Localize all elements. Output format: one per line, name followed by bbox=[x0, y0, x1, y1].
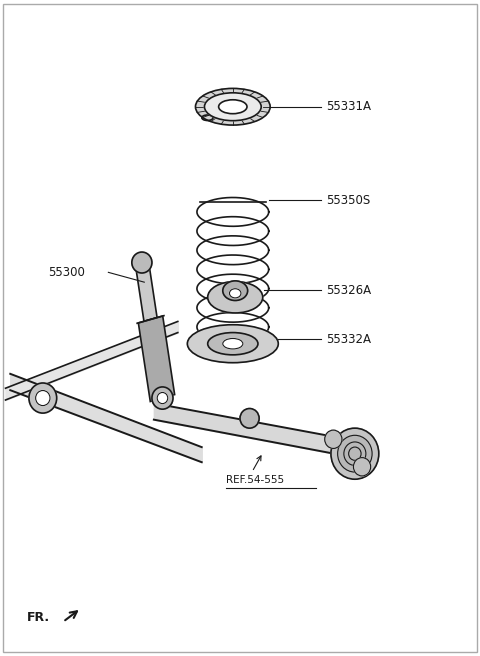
Text: FR.: FR. bbox=[27, 611, 50, 624]
Ellipse shape bbox=[187, 325, 278, 363]
Ellipse shape bbox=[223, 281, 248, 300]
Text: 55350S: 55350S bbox=[326, 194, 371, 207]
Ellipse shape bbox=[324, 430, 342, 449]
Ellipse shape bbox=[152, 387, 173, 409]
Text: 55326A: 55326A bbox=[326, 283, 371, 297]
Ellipse shape bbox=[218, 100, 247, 113]
Text: 55332A: 55332A bbox=[326, 333, 371, 346]
Ellipse shape bbox=[29, 383, 57, 413]
Ellipse shape bbox=[348, 447, 361, 461]
Ellipse shape bbox=[240, 409, 259, 428]
Ellipse shape bbox=[208, 281, 263, 313]
Ellipse shape bbox=[353, 458, 371, 476]
Polygon shape bbox=[138, 316, 175, 401]
Ellipse shape bbox=[331, 428, 379, 480]
Text: 55331A: 55331A bbox=[326, 100, 371, 113]
Polygon shape bbox=[135, 260, 157, 321]
Ellipse shape bbox=[36, 390, 50, 405]
Ellipse shape bbox=[202, 115, 213, 121]
Ellipse shape bbox=[229, 289, 241, 298]
Ellipse shape bbox=[223, 338, 243, 349]
Ellipse shape bbox=[337, 436, 372, 472]
Text: REF.54-555: REF.54-555 bbox=[226, 475, 284, 485]
Ellipse shape bbox=[204, 92, 261, 121]
Text: 55300: 55300 bbox=[48, 266, 85, 279]
Ellipse shape bbox=[132, 252, 152, 273]
Ellipse shape bbox=[344, 442, 366, 465]
Ellipse shape bbox=[195, 89, 270, 125]
Ellipse shape bbox=[157, 392, 168, 403]
Ellipse shape bbox=[208, 333, 258, 355]
